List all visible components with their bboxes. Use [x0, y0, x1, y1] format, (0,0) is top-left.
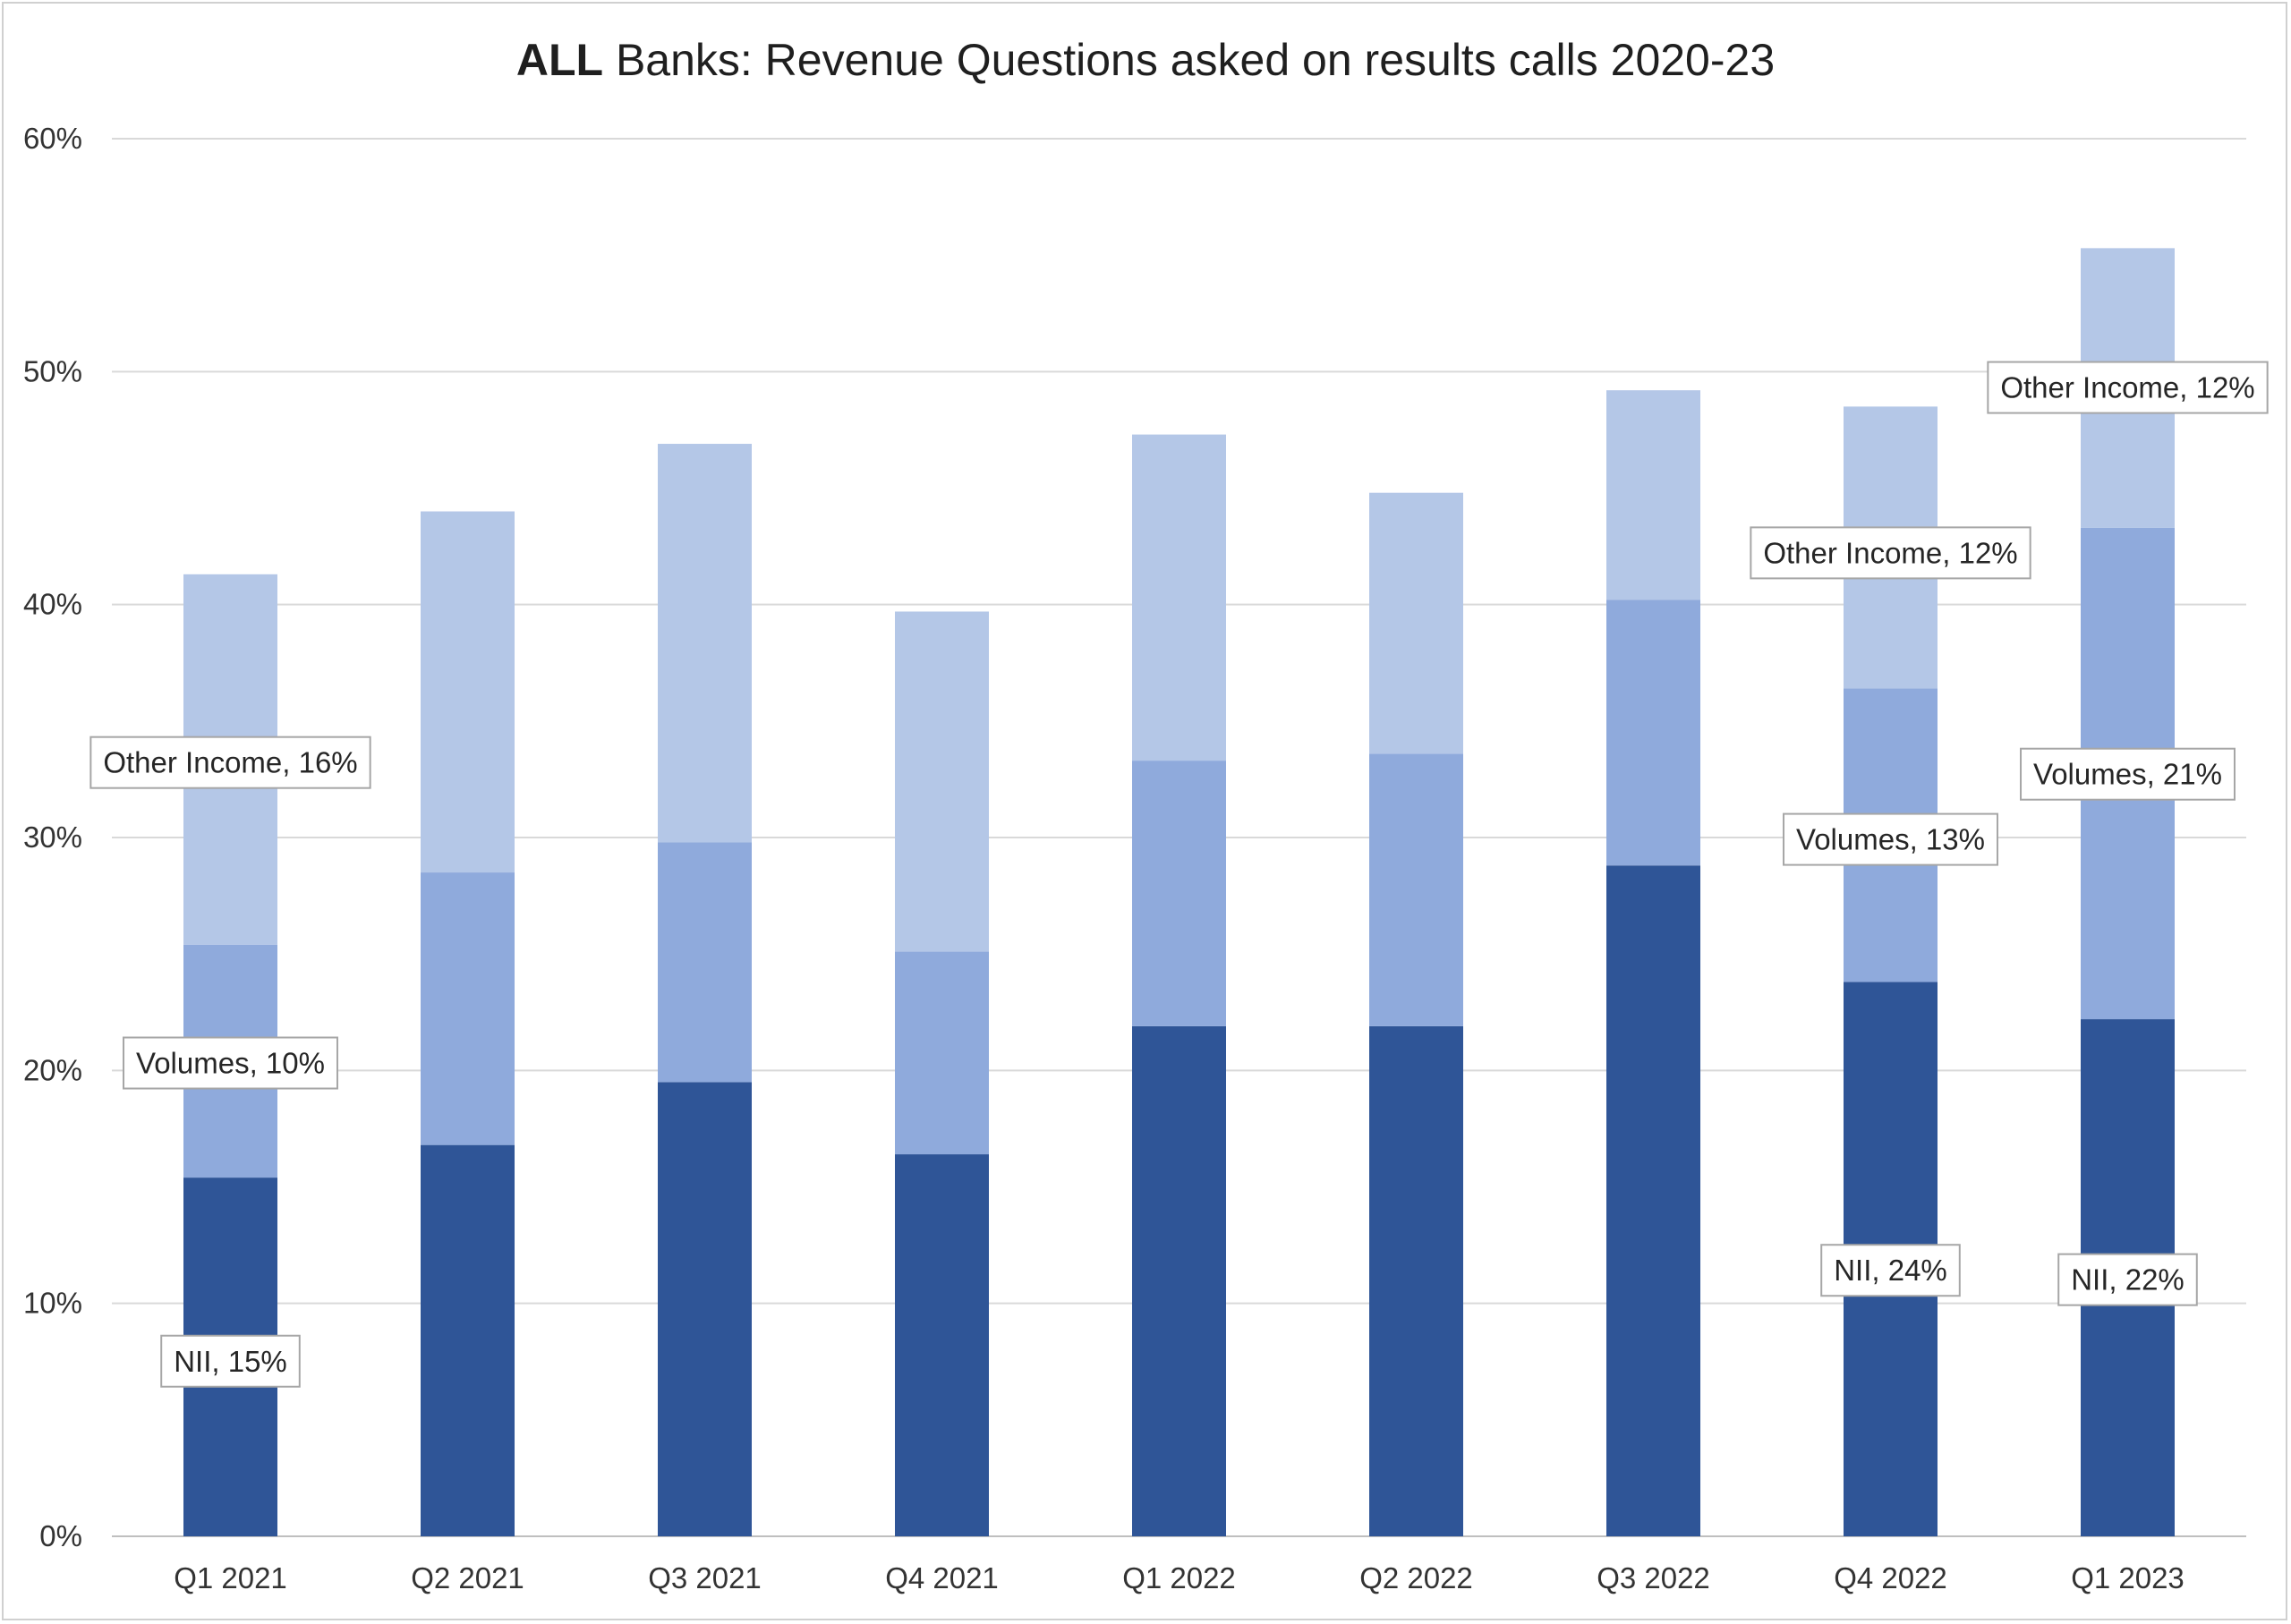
data-label-text: NII, 22% — [2071, 1263, 2185, 1297]
data-label: Volumes, 21% — [2020, 747, 2236, 801]
chart-title-rest: Banks: Revenue Questions asked on result… — [603, 35, 1776, 85]
data-label: Volumes, 13% — [1783, 812, 1998, 866]
data-label-box — [1750, 526, 2031, 580]
data-label: NII, 15% — [160, 1334, 301, 1388]
x-tick-label: Q1 2021 — [174, 1561, 287, 1594]
data-label-box — [89, 735, 371, 789]
y-tick-label: 40% — [23, 588, 82, 621]
data-label: Other Income, 12% — [1987, 361, 2269, 414]
data-label-text: Other Income, 12% — [2000, 371, 2254, 404]
data-label-text: Volumes, 13% — [1796, 823, 1985, 856]
bar-segment — [895, 611, 989, 952]
x-tick-label: Q1 2023 — [2071, 1561, 2185, 1594]
bar-segment — [895, 1154, 989, 1536]
data-label-box — [1987, 361, 2269, 414]
bar-segment — [1606, 865, 1700, 1536]
y-tick-label: 50% — [23, 354, 82, 387]
data-label-text: Volumes, 10% — [136, 1047, 325, 1080]
bar-segment — [1132, 1025, 1226, 1536]
bar-segment — [658, 444, 752, 843]
x-tick-label: Q2 2022 — [1359, 1561, 1473, 1594]
data-label-box — [2057, 1253, 2198, 1306]
data-label-text: NII, 15% — [174, 1345, 287, 1378]
bar-segment — [658, 1082, 752, 1536]
data-label-box — [1820, 1244, 1961, 1297]
bar-segment — [1132, 761, 1226, 1026]
y-tick-label: 10% — [23, 1287, 82, 1320]
data-label-box — [123, 1036, 338, 1090]
data-label: Other Income, 12% — [1750, 526, 2031, 580]
y-tick-label: 20% — [23, 1053, 82, 1086]
bar-segment — [1606, 390, 1700, 600]
x-tick-label: Q3 2021 — [648, 1561, 762, 1594]
chart-title: ALL Banks: Revenue Questions asked on re… — [0, 34, 2291, 86]
y-tick-label: 0% — [39, 1519, 82, 1552]
x-tick-label: Q1 2022 — [1122, 1561, 1236, 1594]
data-label-text: NII, 24% — [1834, 1254, 1947, 1287]
data-label-text: Volumes, 21% — [2033, 758, 2222, 791]
y-tick-label: 30% — [23, 821, 82, 854]
bar-segment — [421, 872, 515, 1145]
bar-segment — [658, 842, 752, 1083]
bar-segment — [1132, 434, 1226, 761]
data-label-box — [1783, 812, 1998, 866]
data-label: NII, 24% — [1820, 1244, 1961, 1297]
bar-segment — [1369, 753, 1463, 1026]
data-label-box — [160, 1334, 301, 1388]
data-label-text: Other Income, 12% — [1763, 536, 2017, 569]
x-tick-label: Q2 2021 — [411, 1561, 524, 1594]
bar-segment — [1369, 1025, 1463, 1536]
x-tick-label: Q3 2022 — [1597, 1561, 1710, 1594]
data-label: Volumes, 10% — [123, 1036, 338, 1090]
data-label: NII, 22% — [2057, 1253, 2198, 1306]
data-label: Other Income, 16% — [89, 735, 371, 789]
data-label-box — [2020, 747, 2236, 801]
x-tick-label: Q4 2022 — [1834, 1561, 1947, 1594]
bar-segment — [1369, 492, 1463, 754]
bar-segment — [895, 951, 989, 1155]
x-tick-label: Q4 2021 — [885, 1561, 999, 1594]
y-tick-label: 60% — [23, 122, 82, 155]
chart-title-bold: ALL — [515, 35, 604, 85]
bar-segment — [421, 511, 515, 873]
bar-segment — [1606, 599, 1700, 866]
data-label-text: Other Income, 16% — [103, 746, 357, 779]
bar-segment — [421, 1144, 515, 1536]
